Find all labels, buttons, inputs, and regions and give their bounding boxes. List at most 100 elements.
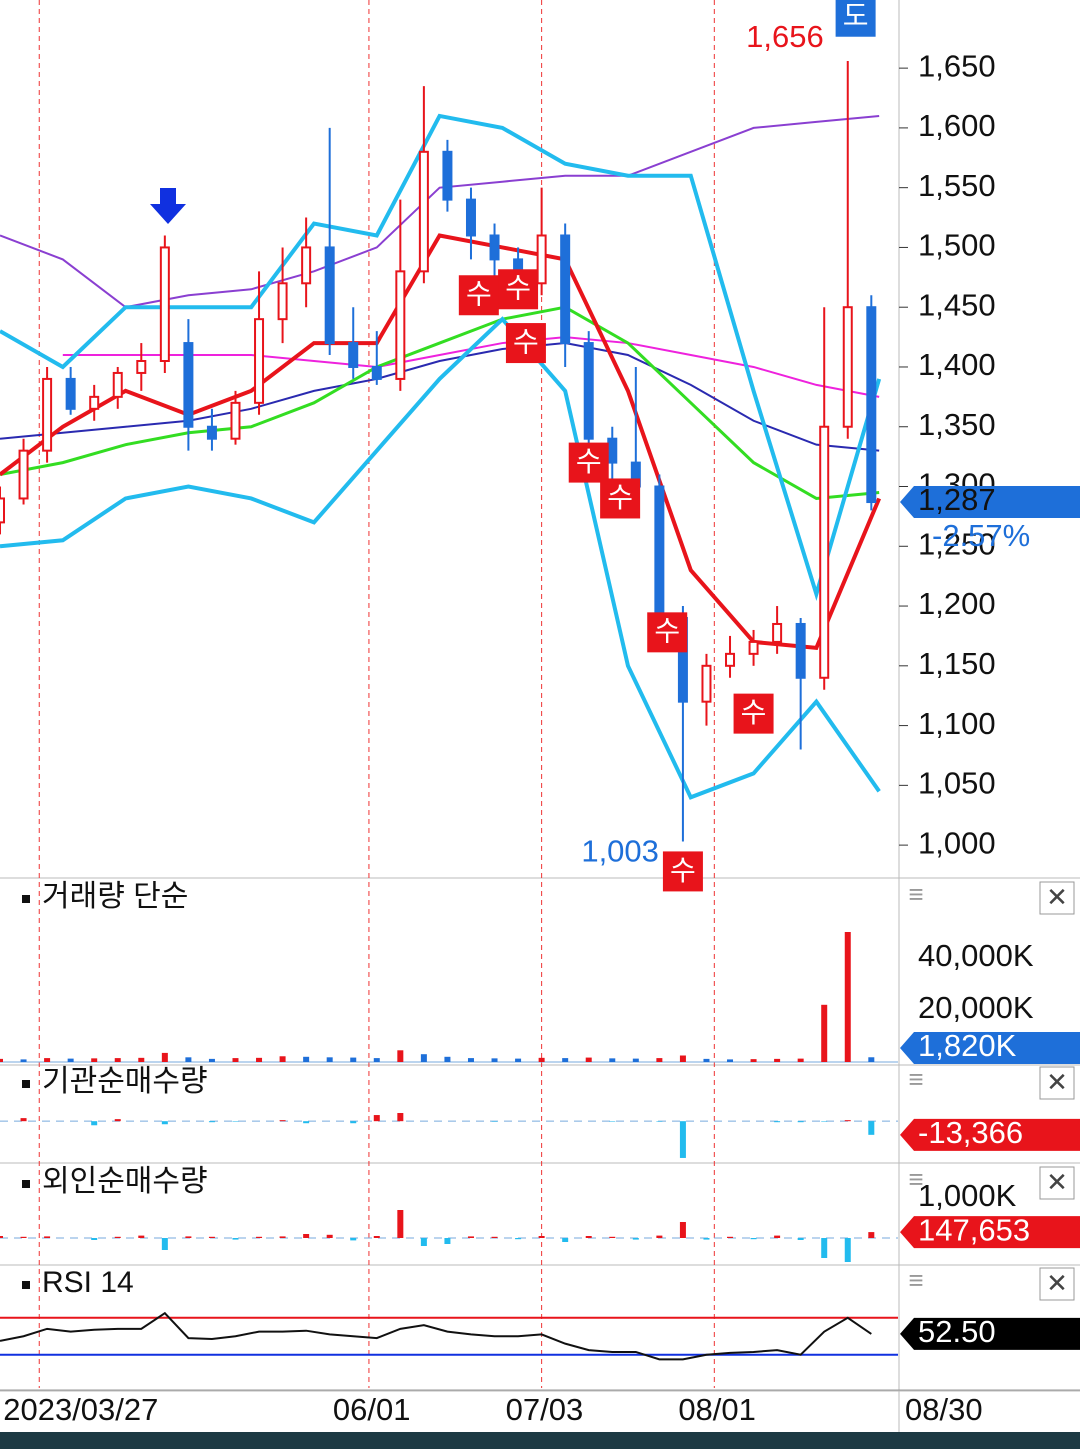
candle-body: [583, 342, 594, 440]
bar: [67, 1058, 74, 1062]
y-tick-label: 1,200: [918, 586, 996, 621]
bar: [0, 1058, 3, 1062]
close-button[interactable]: [1039, 1267, 1075, 1301]
bar: [491, 1236, 498, 1238]
bar: [538, 1057, 545, 1062]
bar: [326, 1057, 333, 1062]
bar: [420, 1238, 427, 1246]
y-tick-label: 1,400: [918, 347, 996, 382]
last-value: 1,820K: [918, 1028, 1017, 1063]
bar: [774, 1235, 781, 1238]
bar: [585, 1236, 592, 1238]
bar: [821, 1004, 828, 1062]
bar: [279, 1056, 286, 1062]
bar: [114, 1119, 121, 1122]
bar: [656, 1235, 663, 1238]
bar: [609, 1121, 616, 1122]
title-bullet: [22, 895, 30, 903]
bar: [0, 1236, 3, 1238]
bar: [161, 1121, 168, 1125]
candle-body: [18, 449, 29, 500]
signal-label: 수: [505, 273, 531, 304]
bar: [303, 1234, 310, 1238]
indicator-line: [0, 114, 880, 309]
bar: [256, 1057, 263, 1062]
bar: [821, 1238, 828, 1258]
bar: [679, 1121, 686, 1158]
candle-body: [536, 234, 547, 285]
candle-body: [772, 622, 783, 643]
close-icon: ✕: [1046, 1268, 1068, 1298]
candle-body: [607, 437, 618, 464]
signal-label: 수: [513, 326, 539, 357]
bar: [632, 1238, 639, 1240]
candle-body: [65, 377, 76, 410]
close-icon: ✕: [1046, 1067, 1068, 1097]
y-tick-label: 1,100: [918, 706, 996, 741]
candle-body: [795, 622, 806, 679]
bar: [562, 1238, 569, 1242]
menu-icon: ≡: [908, 1164, 923, 1194]
bar: [114, 1236, 121, 1238]
change-label: -2.57%: [932, 518, 1030, 553]
signal-box: [662, 851, 703, 892]
y-tick-label: 1,050: [918, 766, 996, 801]
y-tick-label: 1,250: [918, 526, 996, 561]
bar: [161, 1238, 168, 1250]
bar: [350, 1238, 357, 1241]
candle-body: [277, 282, 288, 321]
candle-body: [819, 425, 830, 679]
close-button[interactable]: [1039, 1066, 1075, 1100]
bar: [609, 1236, 616, 1238]
bar: [232, 1238, 239, 1240]
x-tick-label: 08/30: [905, 1392, 983, 1427]
candle-body: [0, 497, 5, 524]
close-icon: ✕: [1046, 1167, 1068, 1197]
x-tick-label: 07/03: [506, 1392, 584, 1427]
x-tick-label: 08/01: [678, 1392, 756, 1427]
bar: [350, 1121, 357, 1124]
bar: [491, 1121, 498, 1122]
menu-icon: ≡: [908, 1265, 923, 1295]
candle-body: [418, 150, 429, 273]
bar: [303, 1121, 310, 1124]
signal-box: [600, 478, 641, 519]
bar: [750, 1059, 757, 1062]
indicator-line: [0, 305, 880, 501]
candle-body: [324, 246, 335, 345]
close-button[interactable]: [1039, 1166, 1075, 1200]
y-tick-label: 1,350: [918, 407, 996, 442]
bar: [844, 1238, 851, 1262]
candle-body: [442, 150, 453, 201]
bar: [632, 1058, 639, 1062]
bar: [91, 1058, 98, 1062]
signal-box: [835, 0, 876, 37]
candle-body: [348, 342, 359, 368]
bar: [279, 1236, 286, 1238]
bar: [350, 1057, 357, 1062]
signal-label: 도: [843, 0, 869, 31]
bar: [114, 1058, 121, 1062]
bar: [750, 1238, 757, 1240]
last-value-tag: [900, 1032, 1080, 1064]
bar: [609, 1058, 616, 1062]
bar: [161, 1052, 168, 1062]
close-button[interactable]: [1039, 881, 1075, 915]
candle-body: [701, 664, 712, 703]
candle-body: [560, 234, 571, 345]
bar: [868, 1121, 875, 1135]
candle-body: [159, 246, 170, 362]
bar: [397, 1210, 404, 1238]
y-tick-label: 1,150: [918, 646, 996, 681]
y-tick-label: 1,000K: [918, 1178, 1017, 1213]
last-value-tag: [900, 1216, 1080, 1249]
panel-title: 기관순매수량: [42, 1065, 208, 1098]
candle-body: [230, 401, 241, 440]
bar: [20, 1059, 27, 1062]
title-bullet: [22, 1180, 30, 1188]
bar: [326, 1234, 333, 1238]
candle-body: [748, 640, 759, 655]
bar: [373, 1236, 380, 1238]
y-tick-label: 1,000: [918, 825, 996, 860]
